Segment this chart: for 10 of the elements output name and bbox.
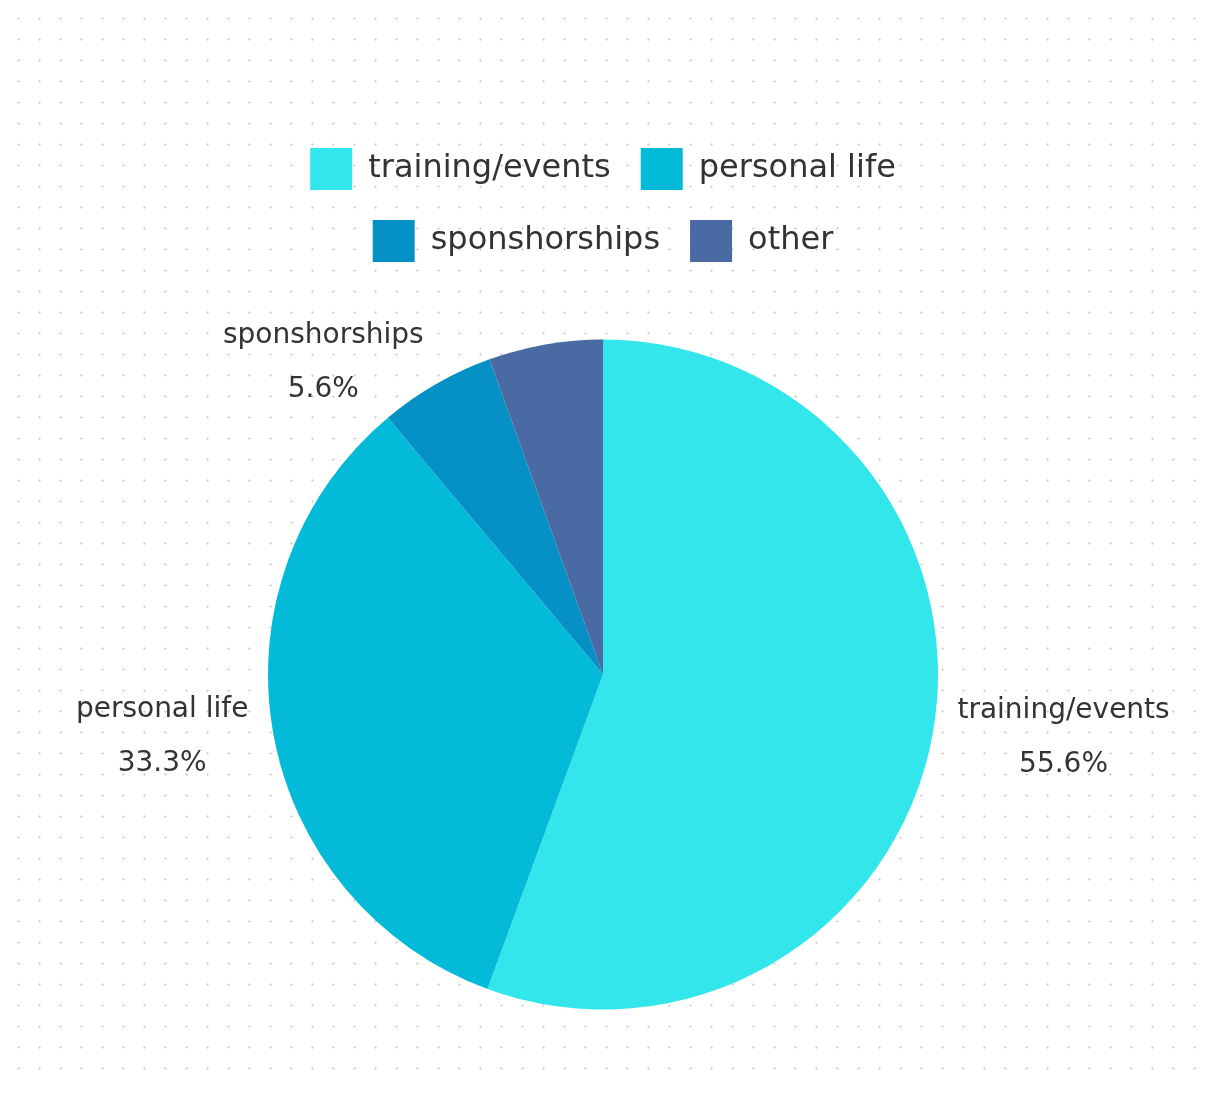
slice-label: personal life: [75, 690, 249, 724]
slice-label: sponshorships: [222, 316, 424, 350]
slice-label: training/events: [957, 691, 1170, 725]
legend-label: sponshorships: [430, 219, 661, 258]
legend-label: training/events: [368, 147, 611, 186]
legend-label: other: [748, 219, 835, 258]
data-label: 5.6%: [287, 370, 359, 404]
legend-label: personal life: [698, 147, 896, 186]
data-label: 55.6%: [1019, 745, 1109, 779]
data-label: 33.3%: [117, 744, 207, 778]
